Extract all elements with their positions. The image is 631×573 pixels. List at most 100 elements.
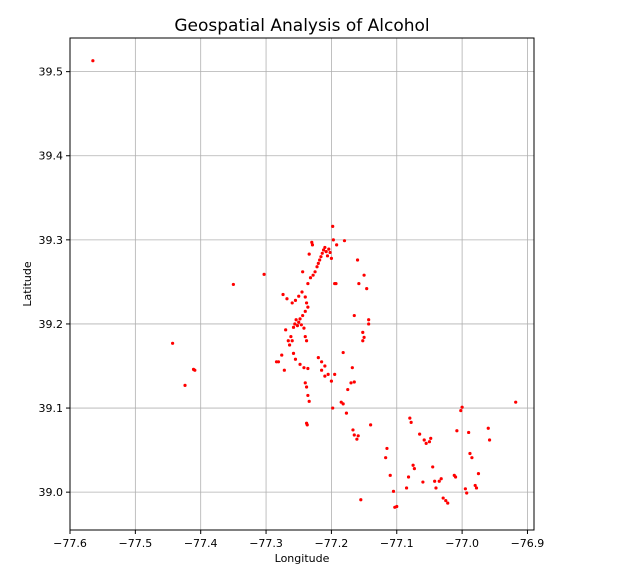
x-tick-label: −77.5 xyxy=(118,537,152,550)
data-point xyxy=(298,317,302,321)
data-point xyxy=(323,374,327,378)
data-point xyxy=(91,59,95,63)
data-point xyxy=(303,309,307,313)
data-point xyxy=(418,432,422,436)
data-point xyxy=(303,334,307,339)
data-point xyxy=(315,265,319,269)
data-point xyxy=(331,406,335,410)
data-point xyxy=(280,353,284,357)
data-point xyxy=(262,272,266,276)
data-point xyxy=(304,339,309,343)
data-point xyxy=(341,350,345,355)
data-point xyxy=(293,298,298,302)
data-point xyxy=(424,441,428,445)
y-tick-label: 39.5 xyxy=(39,66,64,79)
data-point xyxy=(514,400,518,404)
x-tick-label: −76.9 xyxy=(511,537,545,550)
data-point xyxy=(369,423,373,427)
data-point xyxy=(406,475,411,479)
data-point xyxy=(460,405,464,409)
data-point xyxy=(444,498,448,503)
data-point xyxy=(329,379,334,383)
data-point xyxy=(421,480,425,484)
y-tick-label: 39.0 xyxy=(39,486,64,499)
x-tick-label: −77.1 xyxy=(380,537,414,550)
data-point xyxy=(404,486,409,490)
data-point xyxy=(326,372,330,377)
x-tick-label: −77.3 xyxy=(249,537,283,550)
data-point xyxy=(391,489,396,493)
data-point xyxy=(437,479,441,483)
data-point xyxy=(328,250,332,255)
data-point xyxy=(302,326,306,330)
data-point xyxy=(324,250,328,254)
data-point xyxy=(486,426,490,430)
data-point xyxy=(300,290,304,294)
data-point xyxy=(474,486,479,490)
data-point xyxy=(455,429,459,433)
x-tick-label: −77.4 xyxy=(184,537,218,550)
data-point xyxy=(294,318,298,322)
data-point xyxy=(321,248,326,252)
y-axis-label: Latitude xyxy=(21,261,34,307)
data-point xyxy=(409,420,413,424)
data-point xyxy=(316,355,320,360)
data-point xyxy=(303,381,307,385)
data-point xyxy=(301,270,305,274)
data-point xyxy=(318,258,322,262)
data-point xyxy=(329,256,334,260)
y-tick-label: 39.2 xyxy=(39,318,64,331)
data-point xyxy=(361,339,365,343)
data-point xyxy=(439,477,443,481)
data-point xyxy=(470,456,474,460)
data-point xyxy=(361,330,365,334)
data-point xyxy=(305,423,309,427)
data-point xyxy=(463,487,467,491)
data-point xyxy=(276,360,281,364)
data-point xyxy=(331,238,335,242)
data-point xyxy=(293,322,297,326)
data-point xyxy=(306,305,310,309)
data-point xyxy=(302,366,306,370)
data-point xyxy=(323,245,327,250)
data-point xyxy=(304,301,309,305)
data-point xyxy=(299,323,303,327)
data-point xyxy=(335,243,339,247)
data-point xyxy=(359,498,363,502)
data-point xyxy=(320,368,324,372)
y-tick-label: 39.3 xyxy=(39,234,64,247)
data-point xyxy=(287,343,292,347)
data-point xyxy=(422,438,426,442)
data-point xyxy=(441,496,445,500)
data-point xyxy=(293,357,298,361)
data-point xyxy=(306,366,310,371)
data-point xyxy=(319,255,323,259)
data-point xyxy=(446,501,450,505)
data-point xyxy=(362,335,366,340)
data-point xyxy=(431,465,435,469)
data-point xyxy=(297,294,301,298)
data-point xyxy=(327,247,331,251)
data-point xyxy=(310,243,315,247)
y-axis-ticks: 39.0 39.1 39.2 39.3 39.4 39.5 xyxy=(39,66,70,499)
data-point xyxy=(311,273,315,277)
data-point xyxy=(193,368,197,372)
data-point xyxy=(467,430,471,435)
data-point xyxy=(303,295,307,299)
data-point xyxy=(453,475,458,479)
data-point xyxy=(333,372,337,377)
data-point xyxy=(301,313,305,318)
data-point xyxy=(342,239,347,243)
data-point xyxy=(291,325,296,329)
grid-lines xyxy=(69,38,534,530)
data-point xyxy=(433,479,437,483)
data-point xyxy=(331,224,335,228)
x-axis-label: Longitude xyxy=(275,552,330,565)
data-point xyxy=(306,281,310,286)
data-point xyxy=(290,301,294,305)
data-point xyxy=(427,440,432,444)
x-axis-ticks: −77.6 −77.5 −77.4 −77.3 −77.2 −77.1 −77.0 −76.9 xyxy=(53,530,544,550)
data-point xyxy=(284,328,288,332)
data-point xyxy=(411,463,415,467)
data-point xyxy=(285,297,289,301)
